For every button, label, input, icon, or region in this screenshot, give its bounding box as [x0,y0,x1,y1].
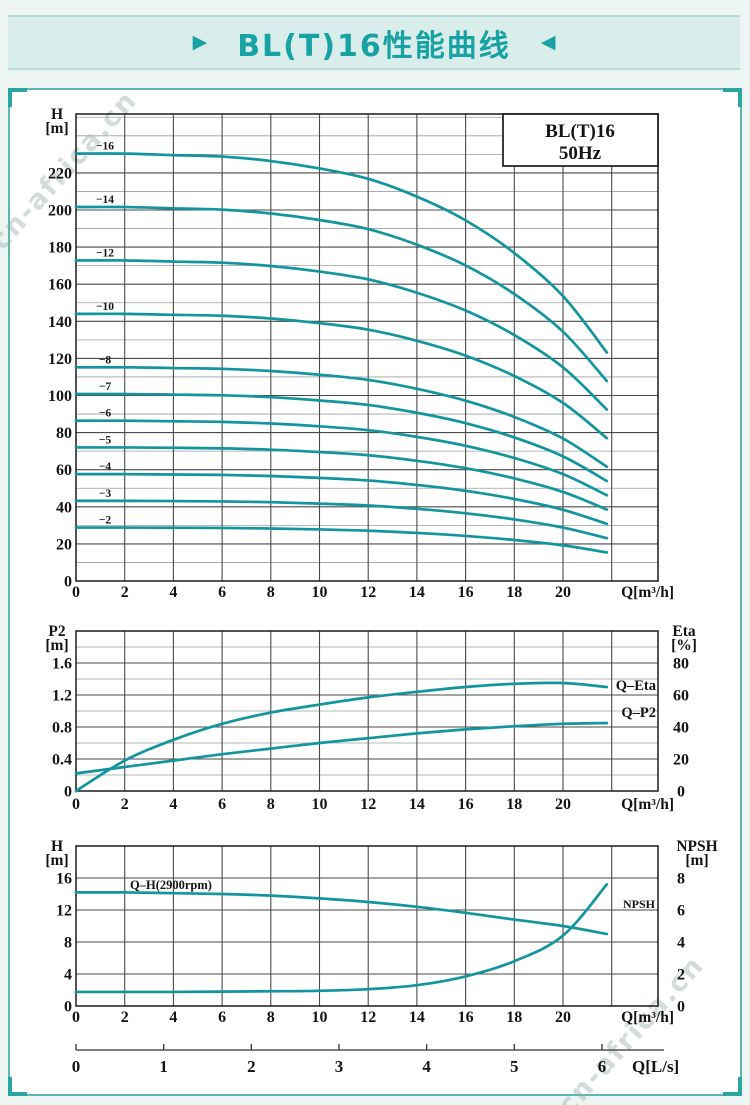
panel-corner-icon [8,88,27,107]
header-banner: ▶ BL(T)16性能曲线 ◀ [8,15,740,70]
page-title: BL(T)16性能曲线 [237,28,511,64]
panel-corner-icon [723,88,742,107]
chart-panel [8,88,742,1096]
panel-corner-icon [8,1077,27,1096]
panel-corner-icon [723,1077,742,1096]
header-left-arrow-icon: ▶ [192,31,208,53]
header-right-arrow-icon: ◀ [540,31,556,53]
